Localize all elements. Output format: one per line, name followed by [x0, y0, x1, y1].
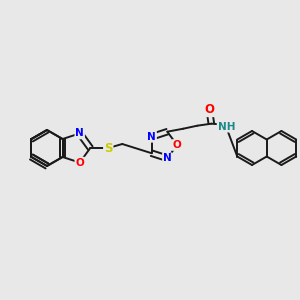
Text: O: O	[172, 140, 182, 150]
Text: S: S	[104, 142, 112, 154]
Text: N: N	[147, 132, 156, 142]
Text: O: O	[75, 158, 84, 168]
Text: N: N	[75, 128, 84, 138]
Text: N: N	[163, 153, 172, 163]
Text: NH: NH	[218, 122, 235, 132]
Text: O: O	[204, 103, 214, 116]
